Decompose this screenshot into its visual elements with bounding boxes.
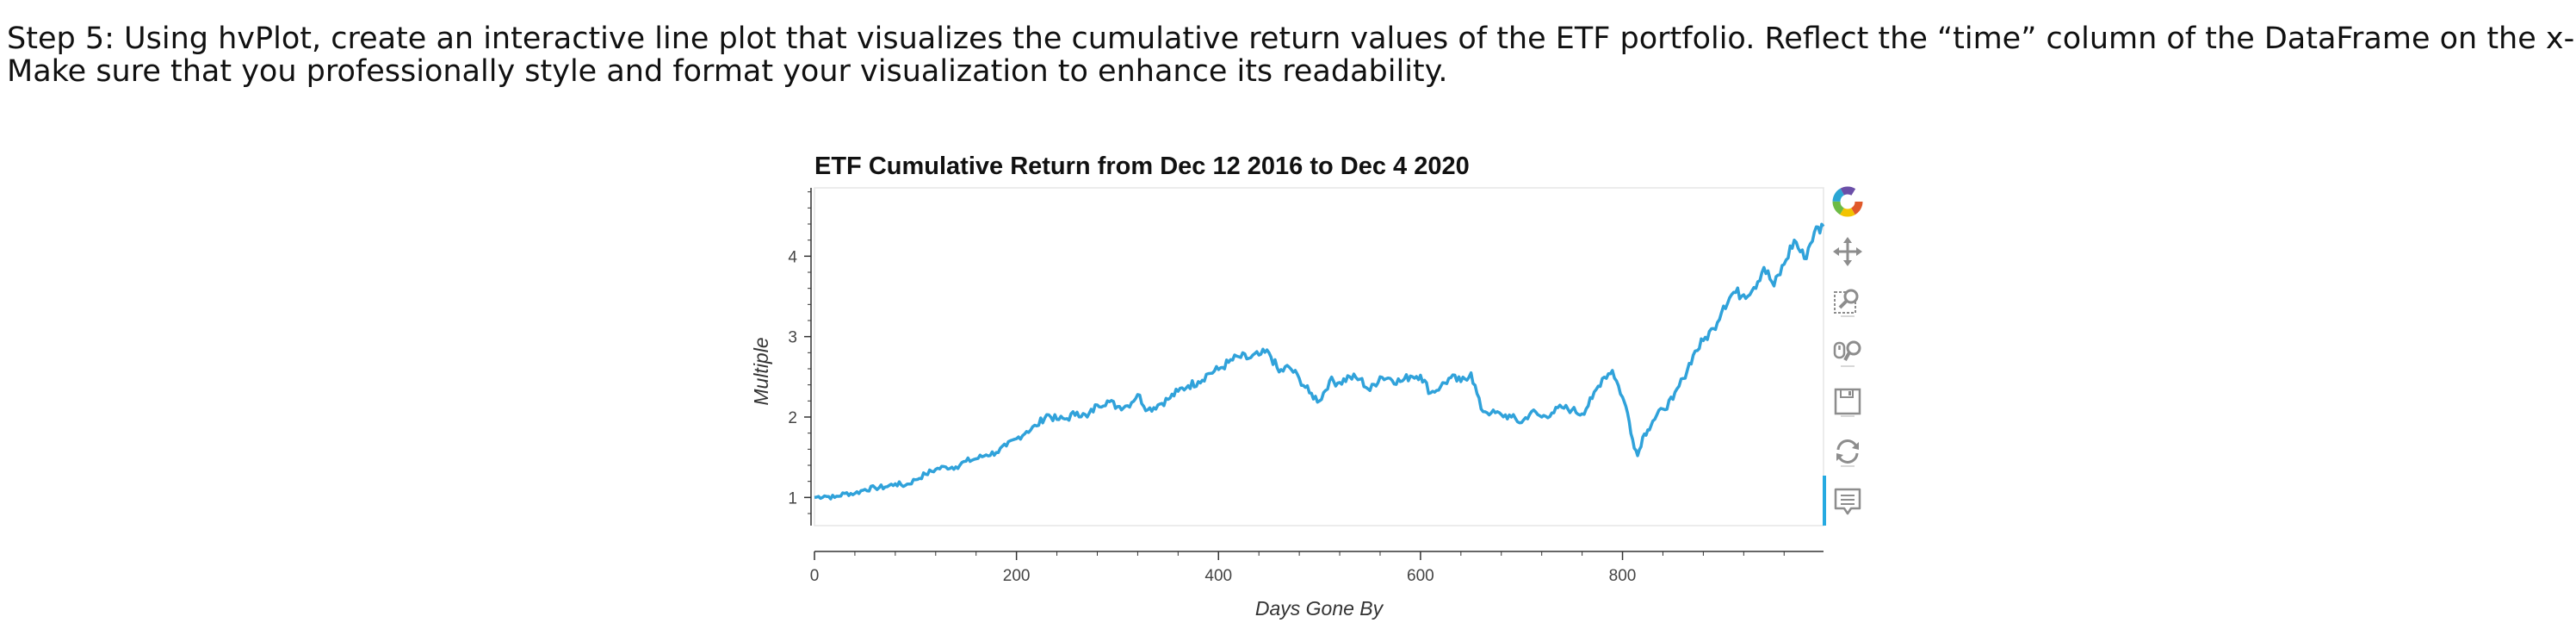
x-tick-label: 200 [1003,567,1031,585]
save-tool-icon[interactable] [1830,384,1865,419]
toolbar-divider [1841,465,1855,467]
hover-tool-icon[interactable] [1830,484,1865,519]
y-tick-label: 2 [788,409,797,427]
x-tick-label: 0 [810,567,820,585]
instructions-line-1: Step 5: Using hvPlot, create an interact… [7,22,2576,56]
box-zoom-tool-icon[interactable] [1830,284,1865,319]
x-tick-label: 600 [1407,567,1434,585]
active-tool-indicator [1823,476,1826,526]
reset-tool-icon[interactable] [1830,434,1865,469]
y-tick-label: 4 [788,248,797,266]
x-tick-label: 400 [1204,567,1232,585]
toolbar-divider [1841,415,1855,417]
bokeh-logo-icon [1830,184,1865,219]
y-tick-label: 1 [788,489,797,508]
pan-tool-icon[interactable] [1830,234,1865,269]
y-axis-label: Multiple [750,337,772,405]
plot-area[interactable] [814,187,1824,526]
instructions-line-2: Make sure that you professionally style … [7,54,1448,89]
cumulative-return-line[interactable] [814,222,1825,501]
toolbar-divider [1841,365,1855,367]
wheel-zoom-tool-icon[interactable] [1830,334,1865,369]
x-axis-label: Days Gone By [1255,597,1384,620]
x-axis: 0 200 400 600 800 [810,551,1824,585]
x-tick-label: 800 [1609,567,1637,585]
y-tick-label: 3 [788,329,797,347]
instructions-text: Step 5: Using hvPlot, create an interact… [7,22,2576,89]
y-axis: 1 2 3 4 [788,188,812,526]
chart-title: ETF Cumulative Return from Dec 12 2016 t… [814,153,1470,180]
toolbar-divider [1841,315,1855,317]
